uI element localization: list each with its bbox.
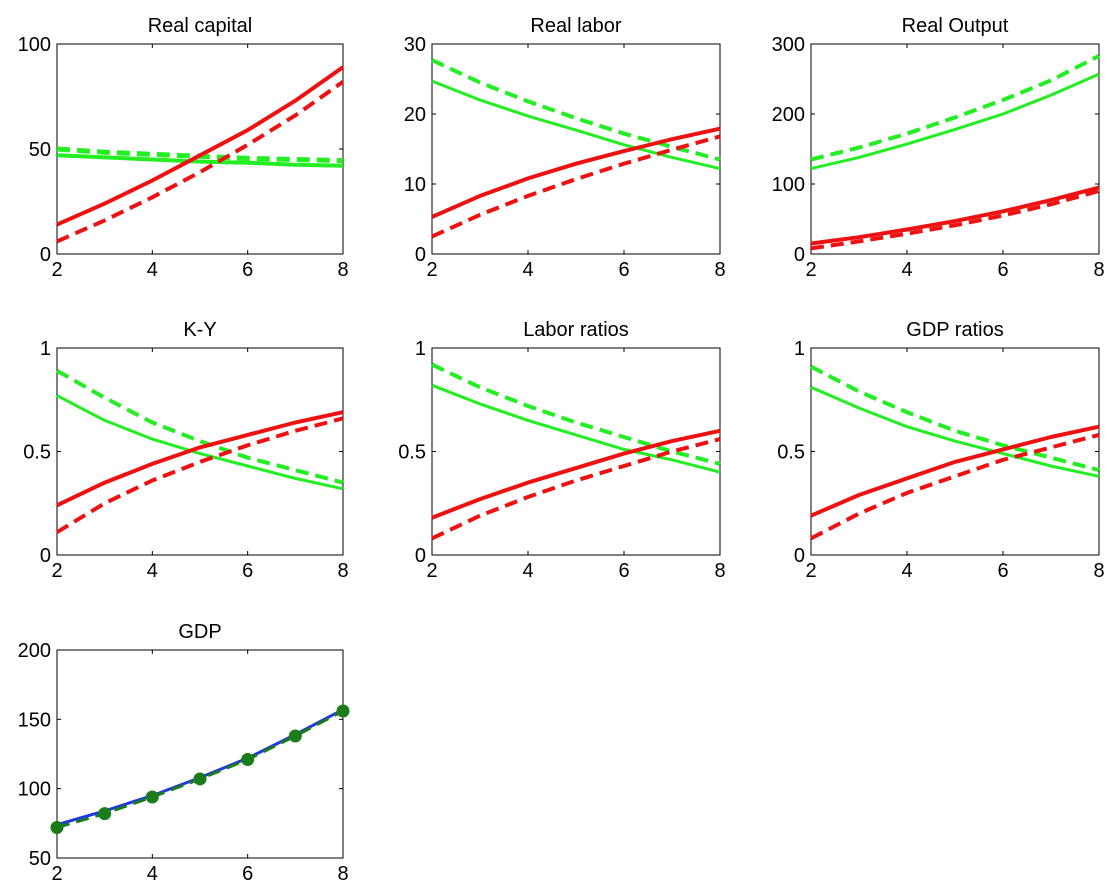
- series-line-red-dashed: [55, 416, 344, 534]
- y-tick-label: 200: [772, 104, 805, 126]
- x-tick-label: 4: [522, 560, 533, 582]
- data-point: [336, 704, 350, 718]
- x-tick-label: 6: [242, 863, 253, 885]
- y-tick-label: 0: [40, 545, 51, 567]
- subplot-title: Real Output: [902, 15, 1009, 37]
- y-tick-label: 0: [794, 545, 805, 567]
- series-line-red-dashed: [431, 134, 721, 239]
- subplot-title: K-Y: [183, 319, 216, 341]
- x-tick-label: 8: [714, 259, 725, 281]
- series-line-red-solid: [431, 428, 721, 520]
- x-tick-label: 2: [426, 560, 437, 582]
- x-tick-label: 4: [147, 863, 158, 885]
- subplot-title: GDP ratios: [906, 319, 1003, 341]
- series-line-green-solid: [810, 72, 1100, 171]
- x-tick-label: 8: [337, 259, 348, 281]
- x-tick-label: 4: [901, 259, 912, 281]
- x-tick-label: 8: [337, 863, 348, 885]
- subplot-title: GDP: [178, 621, 221, 643]
- y-tick-label: 1: [415, 338, 426, 360]
- y-tick-label: 0: [415, 545, 426, 567]
- series-line-green-solid: [56, 153, 344, 168]
- series-line-green-dashed: [810, 54, 1100, 162]
- y-tick-label: 1: [794, 338, 805, 360]
- subplot-title: Real labor: [530, 15, 622, 37]
- series-line-red-dashed: [810, 189, 1100, 251]
- data-point: [98, 807, 112, 821]
- y-tick-label: 100: [772, 174, 805, 196]
- series-line-green-solid: [431, 383, 721, 474]
- x-tick-label: 2: [805, 259, 816, 281]
- y-tick-label: 100: [18, 779, 51, 801]
- data-point: [193, 772, 207, 786]
- y-tick-label: 0: [40, 244, 51, 266]
- x-tick-label: 2: [426, 259, 437, 281]
- data-point: [50, 820, 64, 834]
- x-tick-label: 2: [51, 259, 62, 281]
- x-tick-label: 8: [714, 560, 725, 582]
- x-tick-label: 6: [997, 560, 1008, 582]
- subplot-1: Real capital 2 4 6 8 0 50 100: [18, 15, 349, 281]
- series-line-red-solid: [56, 65, 345, 227]
- subplot-7: GDP 2 4 6 8 50 100 150 200: [18, 621, 350, 885]
- plot-frame: [56, 347, 344, 556]
- y-tick-label: 0.5: [777, 442, 805, 464]
- x-tick-label: 8: [1093, 259, 1104, 281]
- y-tick-label: 10: [404, 174, 426, 196]
- x-tick-label: 6: [242, 560, 253, 582]
- series-line-red-solid: [56, 410, 344, 508]
- series-line-green-solid: [56, 394, 344, 491]
- y-tick-label: 200: [18, 640, 51, 662]
- y-tick-label: 150: [18, 709, 51, 731]
- data-point: [288, 729, 302, 743]
- y-tick-label: 0: [794, 244, 805, 266]
- x-tick-label: 2: [805, 560, 816, 582]
- x-tick-label: 2: [51, 560, 62, 582]
- subplot-title: Labor ratios: [523, 319, 629, 341]
- subplot-4: K-Y 2 4 6 8 0 0.5 1: [23, 319, 348, 582]
- series-line-red-solid: [431, 126, 721, 219]
- y-tick-label: 100: [18, 34, 51, 56]
- plot-frame: [56, 649, 344, 859]
- x-tick-label: 6: [242, 259, 253, 281]
- x-tick-label: 6: [997, 259, 1008, 281]
- subplot-2: Real labor 2 4 6 8 0 10 20 30: [404, 15, 726, 281]
- y-tick-label: 1: [40, 338, 51, 360]
- x-tick-label: 4: [147, 259, 158, 281]
- data-point: [241, 753, 255, 767]
- y-tick-label: 0.5: [398, 442, 426, 464]
- y-tick-label: 30: [404, 34, 426, 56]
- subplot-5: Labor ratios 2 4 6 8 0 0.5 1: [398, 319, 725, 582]
- series-line-green-dashed: [431, 58, 721, 162]
- y-tick-label: 20: [404, 104, 426, 126]
- x-tick-label: 4: [522, 259, 533, 281]
- x-tick-label: 4: [901, 560, 912, 582]
- subplot-3: Real Output 2 4 6 8 0 100 200 300: [772, 15, 1105, 281]
- x-tick-label: 2: [51, 863, 62, 885]
- plot-frame: [431, 347, 721, 556]
- x-tick-label: 8: [337, 560, 348, 582]
- x-tick-label: 6: [618, 259, 629, 281]
- subplot-6: GDP ratios 2 4 6 8 0 0.5 1: [777, 319, 1104, 582]
- y-tick-label: 0.5: [23, 442, 51, 464]
- x-tick-label: 4: [147, 560, 158, 582]
- y-tick-label: 50: [29, 139, 51, 161]
- series-line-red-solid: [810, 185, 1100, 246]
- series-line-green-solid: [810, 385, 1100, 478]
- y-tick-label: 50: [29, 848, 51, 870]
- series-line-red-dashed: [56, 80, 345, 244]
- series-line-red-solid: [810, 424, 1100, 518]
- data-point: [145, 790, 159, 804]
- x-tick-label: 8: [1093, 560, 1104, 582]
- y-tick-label: 0: [415, 244, 426, 266]
- plot-frame: [431, 43, 721, 255]
- plot-frame: [810, 347, 1100, 556]
- y-tick-label: 300: [772, 34, 805, 56]
- x-tick-label: 6: [618, 560, 629, 582]
- subplot-title: Real capital: [148, 15, 253, 37]
- series-line-green-solid: [431, 79, 721, 171]
